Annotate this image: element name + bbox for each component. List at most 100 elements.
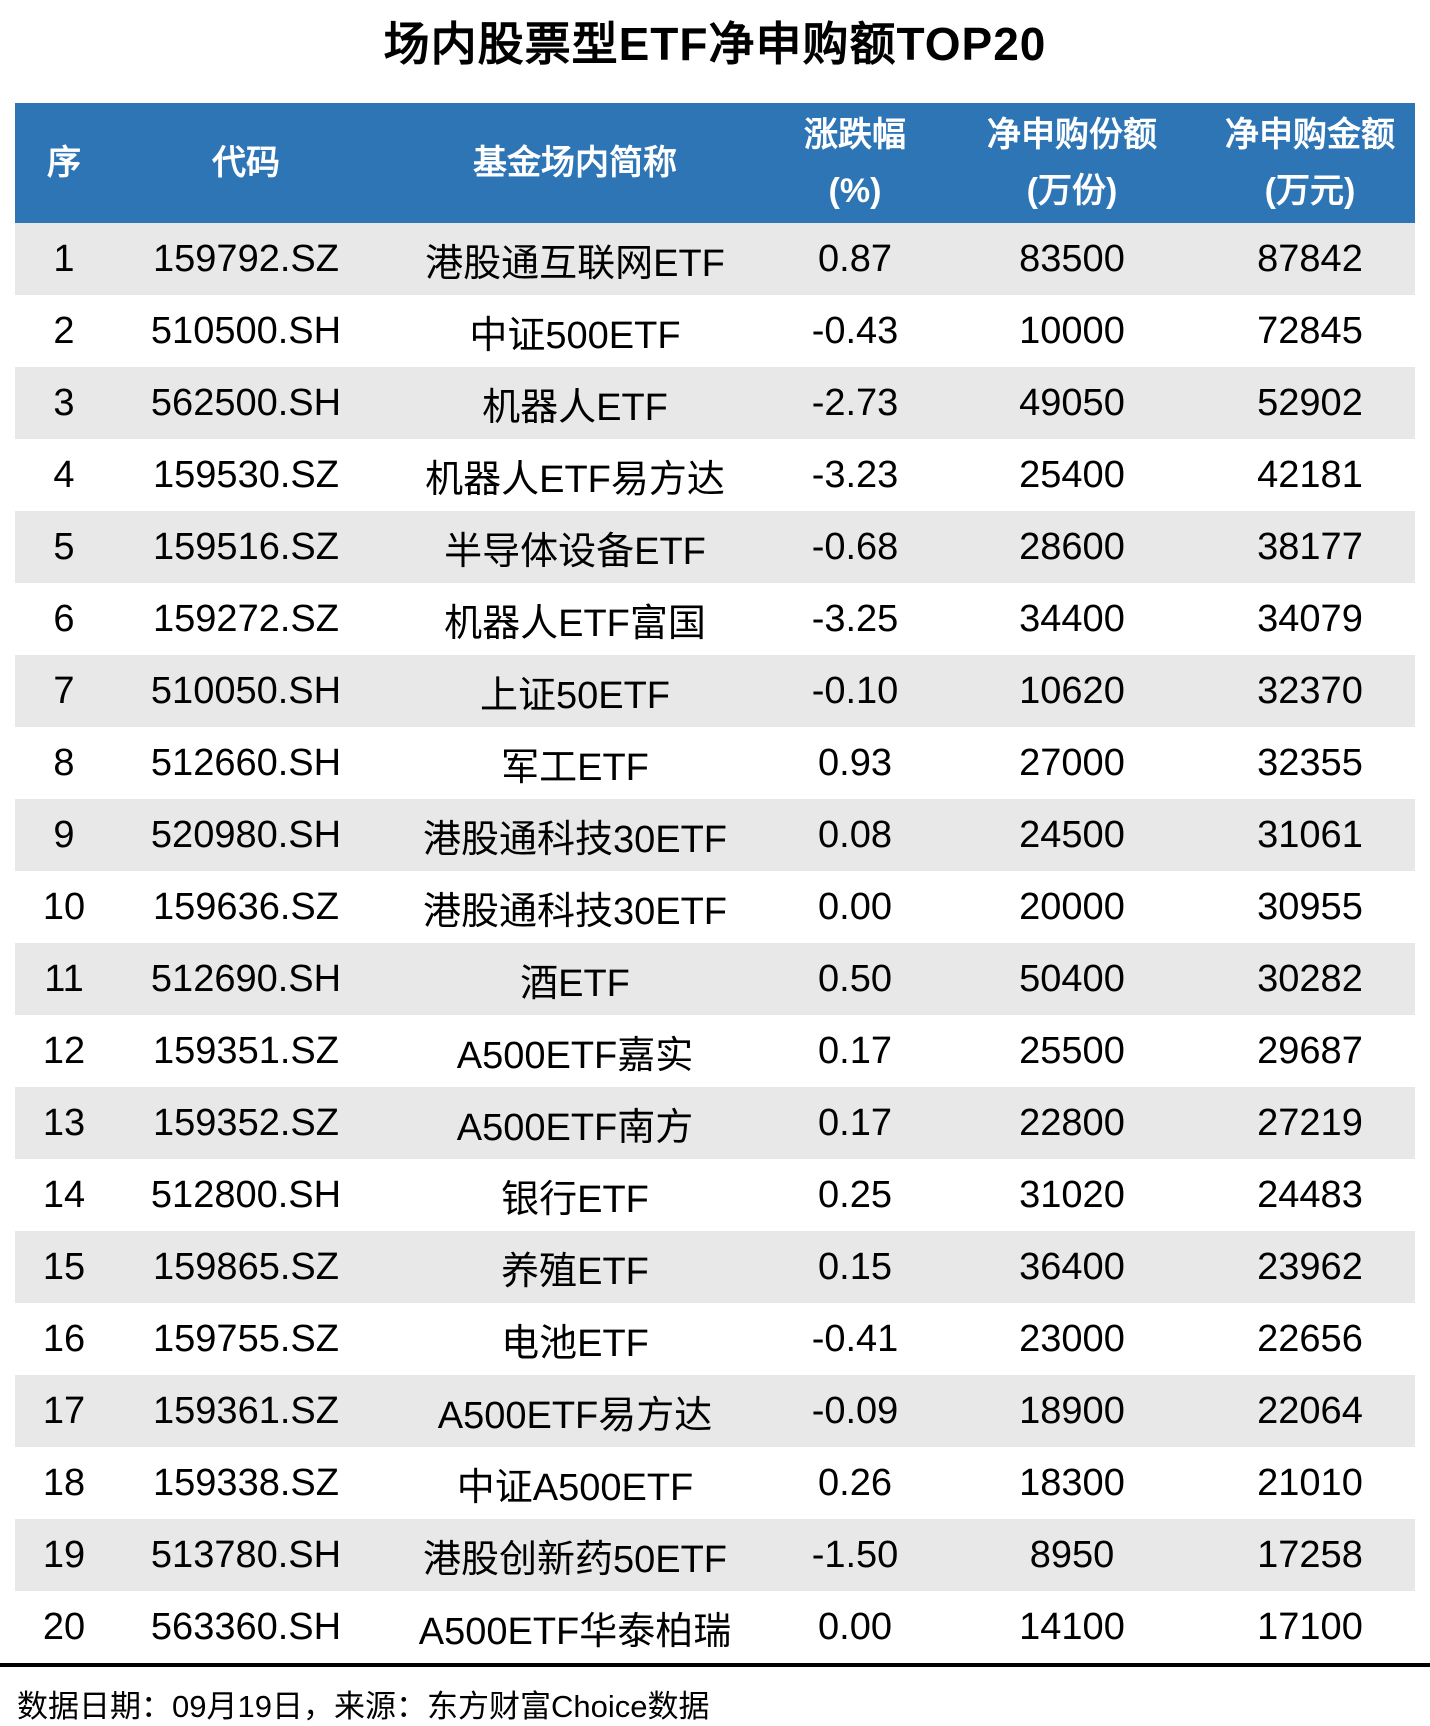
table-row: 10 159636.SZ 港股通科技30ETF 0.00 20000 30955 — [15, 871, 1415, 943]
cell-change-pct: 0.08 — [818, 813, 892, 856]
cell-net-subscription-shares: 50400 — [1019, 957, 1125, 1000]
cell-net-subscription-shares: 28600 — [1019, 525, 1125, 568]
cell-change-pct: -0.10 — [811, 669, 899, 712]
table-row: 17 159361.SZ A500ETF易方达 -0.09 18900 2206… — [15, 1375, 1415, 1447]
cell-net-subscription-amount: 34079 — [1257, 597, 1363, 640]
cell-rank: 3 — [53, 381, 75, 424]
cell-fund-name: 机器人ETF易方达 — [425, 458, 725, 501]
cell-rank: 18 — [42, 1461, 86, 1504]
cell-rank: 8 — [53, 741, 75, 784]
cell-change-pct: 0.26 — [818, 1461, 892, 1504]
cell-fund-name: 港股创新药50ETF — [422, 1538, 728, 1581]
cell-rank: 14 — [42, 1173, 86, 1216]
cell-rank: 19 — [42, 1533, 86, 1576]
data-source-note: 数据日期：09月19日，来源：东方财富Choice数据 — [17, 1689, 710, 1724]
cell-net-subscription-amount: 87842 — [1257, 237, 1363, 280]
cell-change-pct: 0.93 — [818, 741, 892, 784]
cell-code: 159352.SZ — [153, 1101, 339, 1144]
cell-code: 512800.SH — [150, 1173, 342, 1216]
column-header-change-pct: 涨跌幅 (%) — [771, 103, 939, 223]
cell-rank: 9 — [53, 813, 75, 856]
column-header-label: 序 — [47, 143, 81, 182]
column-header-label: 净申购份额 — [987, 115, 1157, 154]
cell-net-subscription-shares: 34400 — [1019, 597, 1125, 640]
cell-fund-name: 港股通科技30ETF — [422, 890, 728, 933]
cell-fund-name: 酒ETF — [520, 962, 630, 1005]
cell-net-subscription-amount: 31061 — [1257, 813, 1363, 856]
cell-code: 159272.SZ — [153, 597, 339, 640]
page-title: 场内股票型ETF净申购额TOP20 — [383, 18, 1047, 70]
cell-net-subscription-amount: 29687 — [1257, 1029, 1363, 1072]
table-row: 9 520980.SH 港股通科技30ETF 0.08 24500 31061 — [15, 799, 1415, 871]
column-header-code: 代码 — [113, 103, 379, 223]
cell-fund-name: 银行ETF — [501, 1178, 649, 1221]
cell-net-subscription-shares: 18900 — [1019, 1389, 1125, 1432]
cell-net-subscription-shares: 10000 — [1019, 309, 1125, 352]
cell-net-subscription-shares: 18300 — [1019, 1461, 1125, 1504]
cell-rank: 13 — [42, 1101, 86, 1144]
cell-net-subscription-amount: 22064 — [1257, 1389, 1363, 1432]
cell-rank: 20 — [42, 1605, 86, 1648]
table-row: 6 159272.SZ 机器人ETF富国 -3.25 34400 34079 — [15, 583, 1415, 655]
cell-code: 520980.SH — [150, 813, 342, 856]
cell-rank: 11 — [44, 957, 84, 1000]
cell-code: 159351.SZ — [153, 1029, 339, 1072]
table-row: 3 562500.SH 机器人ETF -2.73 49050 52902 — [15, 367, 1415, 439]
cell-change-pct: 0.00 — [818, 885, 892, 928]
cell-fund-name: 中证A500ETF — [456, 1466, 694, 1509]
cell-rank: 4 — [53, 453, 75, 496]
cell-net-subscription-amount: 72845 — [1257, 309, 1363, 352]
cell-change-pct: -0.43 — [811, 309, 899, 352]
cell-code: 510500.SH — [150, 309, 342, 352]
cell-fund-name: 军工ETF — [501, 746, 649, 789]
column-header-label: 净申购金额 — [1225, 115, 1395, 154]
column-header-label: 涨跌幅 — [804, 115, 906, 154]
cell-change-pct: -3.23 — [811, 453, 899, 496]
cell-net-subscription-shares: 83500 — [1019, 237, 1125, 280]
column-header-fund-name: 基金场内简称 — [379, 103, 771, 223]
table-row: 16 159755.SZ 电池ETF -0.41 23000 22656 — [15, 1303, 1415, 1375]
cell-net-subscription-amount: 27219 — [1257, 1101, 1363, 1144]
etf-table-container: 序 代码 基金场内简称 涨跌幅 (%) 净申购份额 (万份) — [15, 103, 1415, 1663]
cell-code: 159755.SZ — [153, 1317, 339, 1360]
cell-net-subscription-amount: 23962 — [1257, 1245, 1363, 1288]
cell-change-pct: -0.68 — [811, 525, 899, 568]
cell-change-pct: 0.50 — [818, 957, 892, 1000]
cell-fund-name: 中证500ETF — [469, 314, 681, 357]
cell-net-subscription-shares: 24500 — [1019, 813, 1125, 856]
header-row: 序 代码 基金场内简称 涨跌幅 (%) 净申购份额 (万份) — [15, 103, 1415, 223]
cell-change-pct: 0.25 — [818, 1173, 892, 1216]
cell-rank: 15 — [42, 1245, 86, 1288]
cell-code: 513780.SH — [150, 1533, 342, 1576]
table-row: 4 159530.SZ 机器人ETF易方达 -3.23 25400 42181 — [15, 439, 1415, 511]
cell-code: 510050.SH — [150, 669, 342, 712]
cell-rank: 2 — [53, 309, 75, 352]
cell-code: 159361.SZ — [153, 1389, 339, 1432]
etf-table: 序 代码 基金场内简称 涨跌幅 (%) 净申购份额 (万份) — [15, 103, 1415, 1663]
table-row: 12 159351.SZ A500ETF嘉实 0.17 25500 29687 — [15, 1015, 1415, 1087]
cell-fund-name: 上证50ETF — [479, 674, 671, 717]
cell-rank: 17 — [42, 1389, 86, 1432]
table-body: 1 159792.SZ 港股通互联网ETF 0.87 83500 87842 2… — [15, 223, 1415, 1663]
cell-code: 512660.SH — [150, 741, 342, 784]
table-row: 8 512660.SH 军工ETF 0.93 27000 32355 — [15, 727, 1415, 799]
footer-divider — [0, 1663, 1430, 1667]
cell-net-subscription-amount: 22656 — [1257, 1317, 1363, 1360]
cell-rank: 7 — [53, 669, 75, 712]
cell-net-subscription-shares: 20000 — [1019, 885, 1125, 928]
cell-fund-name: 养殖ETF — [501, 1250, 649, 1293]
table-row: 19 513780.SH 港股创新药50ETF -1.50 8950 17258 — [15, 1519, 1415, 1591]
cell-change-pct: 0.17 — [818, 1029, 892, 1072]
cell-change-pct: 0.17 — [818, 1101, 892, 1144]
cell-change-pct: 0.00 — [818, 1605, 892, 1648]
cell-code: 159530.SZ — [153, 453, 339, 496]
cell-net-subscription-shares: 8950 — [1029, 1533, 1115, 1576]
cell-net-subscription-amount: 30955 — [1257, 885, 1363, 928]
cell-fund-name: 机器人ETF富国 — [444, 602, 706, 645]
column-header-label: 代码 — [212, 143, 280, 182]
cell-net-subscription-shares: 25500 — [1019, 1029, 1125, 1072]
column-header-net-subscription-shares: 净申购份额 (万份) — [939, 103, 1205, 223]
cell-code: 512690.SH — [150, 957, 342, 1000]
cell-fund-name: 半导体设备ETF — [444, 530, 706, 573]
cell-fund-name: A500ETF易方达 — [437, 1394, 713, 1437]
